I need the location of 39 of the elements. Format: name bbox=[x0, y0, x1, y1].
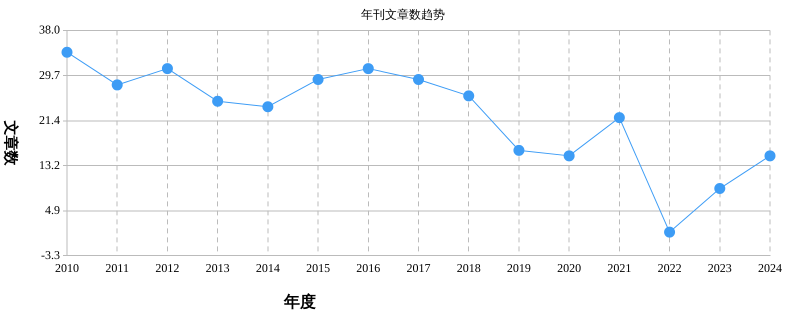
point bbox=[262, 101, 274, 112]
y-tick-label: 29.7 bbox=[39, 68, 60, 82]
point bbox=[62, 46, 72, 58]
y-tick-label: 38.0 bbox=[39, 22, 60, 37]
point bbox=[413, 74, 424, 85]
x-tick-label: 2010 bbox=[55, 260, 79, 275]
point bbox=[112, 79, 123, 90]
point bbox=[162, 63, 173, 74]
y-tick-label: 4.9 bbox=[45, 203, 60, 218]
x-tick-label: 2014 bbox=[256, 260, 280, 275]
point bbox=[714, 183, 726, 194]
x-tick-label: 2018 bbox=[456, 260, 481, 275]
x-tick-label: 2022 bbox=[658, 260, 682, 275]
point bbox=[463, 90, 474, 102]
x-tick-label: 2011 bbox=[105, 260, 129, 275]
x-tick-label: 2019 bbox=[506, 260, 531, 275]
point bbox=[764, 150, 776, 162]
x-tick-label: 2016 bbox=[356, 260, 380, 275]
y-tick-label: 21.4 bbox=[39, 113, 60, 128]
x-tick-label: 2015 bbox=[306, 260, 330, 275]
x-tick-label: 2024 bbox=[758, 260, 782, 275]
x-tick-label: 2020 bbox=[557, 260, 582, 275]
point bbox=[513, 144, 524, 156]
y-tick-label: 13.2 bbox=[39, 158, 60, 172]
chart-title: 年刊文章数趋势 bbox=[361, 7, 445, 22]
y-axis-title: 文章数 bbox=[2, 120, 20, 166]
x-tick-label: 2012 bbox=[155, 260, 180, 275]
point bbox=[564, 150, 575, 162]
point bbox=[664, 226, 676, 238]
x-tick-label: 2017 bbox=[406, 260, 430, 275]
point bbox=[614, 112, 625, 124]
x-tick-label: 2013 bbox=[206, 260, 230, 275]
point bbox=[312, 74, 324, 85]
x-tick-label: 2023 bbox=[708, 260, 732, 275]
x-tick-label: 2021 bbox=[607, 260, 632, 275]
point bbox=[212, 96, 224, 107]
point bbox=[362, 63, 374, 74]
y-tick-label: -3.3 bbox=[41, 248, 60, 262]
x-axis-title: 年度 bbox=[282, 292, 317, 313]
